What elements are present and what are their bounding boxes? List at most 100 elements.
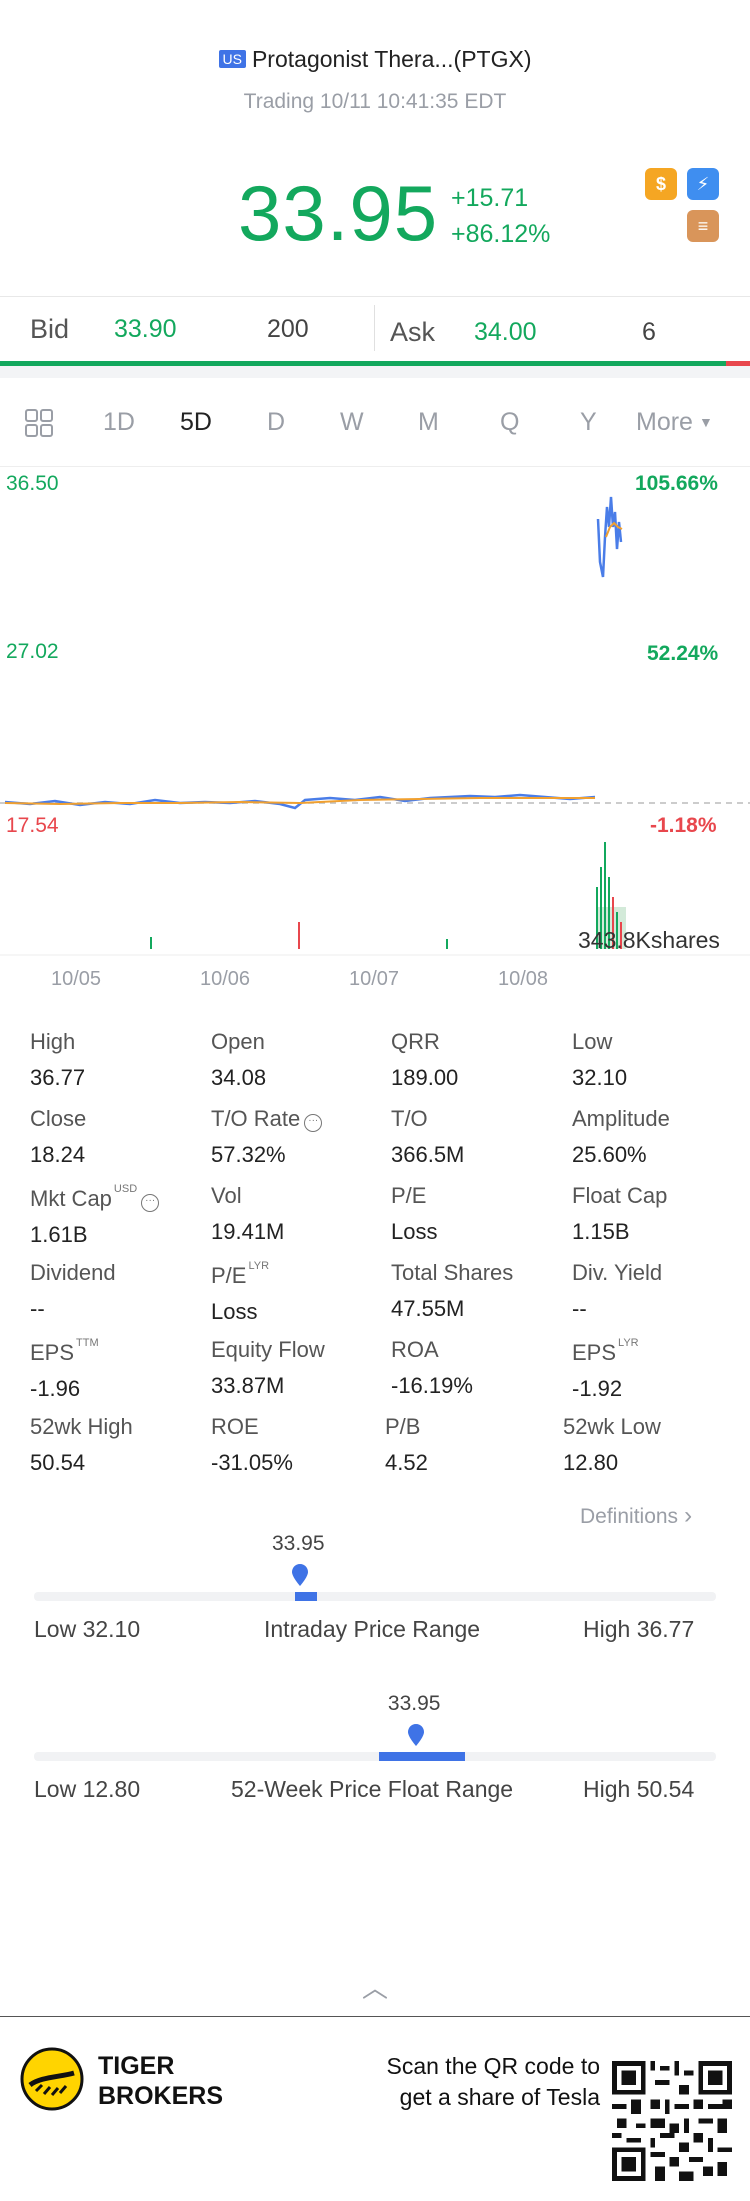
price-line <box>4 793 596 810</box>
intraday-range-title: Intraday Price Range <box>264 1616 481 1642</box>
y-label-left-high: 36.50 <box>6 472 59 495</box>
tab-more[interactable]: More ▼ <box>636 408 713 437</box>
stat-high: High 36.77 <box>30 1029 86 1090</box>
promo-footer: TIGER BROKERS Scan the QR code to get a … <box>0 2017 750 2201</box>
y-label-right-high: 105.66% <box>635 472 718 495</box>
intraday-average-line <box>605 521 623 538</box>
y-label-left-mid: 27.02 <box>6 640 59 663</box>
52week-high: High 50.54 <box>583 1776 695 1802</box>
info-icon[interactable]: ··· <box>304 1114 323 1132</box>
change-percent: +86.12% <box>451 220 551 248</box>
tab-5d[interactable]: 5D <box>180 408 212 436</box>
intraday-price-line <box>596 496 623 578</box>
stat-pb: P/B 4.52 <box>385 1414 428 1475</box>
map-pin-icon <box>407 1724 424 1751</box>
52week-range-fill <box>378 1752 465 1761</box>
stat-52wk-low: 52wk Low 12.80 <box>563 1414 661 1475</box>
stat-volume: Vol 19.41M <box>211 1183 285 1244</box>
stat-pe: P/E Loss <box>391 1183 438 1244</box>
tab-w[interactable]: W <box>340 408 364 436</box>
qr-code-icon[interactable] <box>612 2061 732 2181</box>
change-amount: +15.71 <box>451 184 529 212</box>
intraday-low: Low 32.10 <box>34 1616 141 1642</box>
lightning-icon[interactable]: ⚡ <box>687 168 719 200</box>
info-icon[interactable]: ··· <box>141 1194 160 1212</box>
chevron-down-icon: ▼ <box>698 414 713 430</box>
date-label: 10/08 <box>498 968 549 990</box>
bid-price: 33.90 <box>114 315 177 343</box>
stat-52wk-high: 52wk High 50.54 <box>30 1414 133 1475</box>
trading-status: Trading 10/11 10:41:35 EDT <box>243 90 507 113</box>
ask-price: 34.00 <box>474 318 537 346</box>
tab-more-label: More <box>636 408 693 436</box>
ask-volume-bar <box>726 361 750 366</box>
brand-line-1: TIGER <box>98 2052 175 2080</box>
price-chart[interactable] <box>0 467 750 957</box>
stock-name: Protagonist Thera...(PTGX) <box>251 46 532 72</box>
stat-float-cap: Float Cap 1.15B <box>572 1183 668 1244</box>
stat-total-shares: Total Shares 47.55M <box>391 1260 514 1321</box>
tab-m[interactable]: M <box>418 408 439 436</box>
stat-equity-flow: Equity Flow 33.87M <box>211 1337 325 1398</box>
stat-close: Close 18.24 <box>30 1106 87 1167</box>
cta-line-1: Scan the QR code to <box>386 2053 600 2079</box>
price-change: +15.71 +86.12% <box>451 180 550 252</box>
52week-current-price: 33.95 <box>387 1692 441 1715</box>
chevron-right-icon: › <box>684 1502 693 1529</box>
date-label: 10/05 <box>51 968 102 990</box>
y-label-right-low: -1.18% <box>650 814 717 837</box>
52week-range-track <box>34 1752 716 1761</box>
tab-d[interactable]: D <box>267 408 286 436</box>
date-label: 10/06 <box>200 968 251 990</box>
intraday-range-fill <box>294 1592 317 1601</box>
dollar-icon[interactable]: $ <box>645 168 677 200</box>
definitions-label: Definitions <box>580 1505 679 1528</box>
volume-bars <box>150 842 626 949</box>
last-price: 33.95 <box>238 169 439 257</box>
bid-label: Bid <box>30 314 70 344</box>
stat-dividend: Dividend -- <box>30 1260 116 1321</box>
intraday-high: High 36.77 <box>583 1616 695 1642</box>
52week-low: Low 12.80 <box>34 1776 141 1802</box>
stat-roa: ROA -16.19% <box>391 1337 473 1398</box>
y-label-left-low: 17.54 <box>6 814 59 837</box>
grid-icon[interactable] <box>24 408 54 438</box>
market-flag-badge: US <box>218 50 246 68</box>
definitions-link[interactable]: Definitions › <box>580 1502 692 1530</box>
ask-size: 6 <box>642 318 656 346</box>
stat-market-cap[interactable]: Mkt Cap USD··· 1.61B <box>30 1183 160 1248</box>
stat-roe: ROE -31.05% <box>211 1414 293 1475</box>
y-label-right-mid: 52.24% <box>647 642 719 665</box>
stat-open: Open 34.08 <box>211 1029 267 1090</box>
stat-turnover: T/O 366.5M <box>391 1106 465 1167</box>
stat-eps-lyr: EPS LYR -1.92 <box>572 1337 639 1401</box>
period-tabs: 1D 5D D W M Q Y More ▼ <box>0 378 750 466</box>
intraday-range-track <box>34 1592 716 1601</box>
tiger-logo-icon <box>20 2047 84 2111</box>
stat-pe-lyr: P/E LYR Loss <box>211 1260 270 1324</box>
chevron-up-icon[interactable]: ︿ <box>362 1973 389 2003</box>
bid-size: 200 <box>267 315 309 343</box>
stat-turnover-rate[interactable]: T/O Rate ··· 57.32% <box>211 1106 323 1168</box>
qr-cta: Scan the QR code to get a share of Tesla <box>380 2051 600 2113</box>
stat-amplitude: Amplitude 25.60% <box>572 1106 670 1167</box>
map-pin-icon <box>291 1564 308 1591</box>
tab-q[interactable]: Q <box>500 408 520 436</box>
brand-line-2: BROKERS <box>98 2082 224 2110</box>
bid-volume-bar <box>0 361 726 366</box>
tab-1d[interactable]: 1D <box>103 408 135 436</box>
intraday-current-price: 33.95 <box>271 1532 325 1555</box>
average-line <box>4 797 595 806</box>
stock-title: US Protagonist Thera...(PTGX) <box>0 46 750 73</box>
stat-eps-ttm: EPS TTM -1.96 <box>30 1337 99 1401</box>
52week-range-title: 52-Week Price Float Range <box>231 1776 514 1802</box>
stat-div-yield: Div. Yield -- <box>572 1260 663 1321</box>
brand-name: TIGER BROKERS <box>98 2051 223 2111</box>
stat-low: Low 32.10 <box>572 1029 628 1090</box>
stat-qrr: QRR 189.00 <box>391 1029 459 1090</box>
layers-icon[interactable]: ≡ <box>687 210 719 242</box>
volume-label: 343.8Kshares <box>578 927 720 953</box>
tab-y[interactable]: Y <box>580 408 597 436</box>
cta-line-2: get a share of Tesla <box>399 2084 600 2110</box>
bid-ask-bar: Bid 33.90 200 Ask 34.00 6 <box>0 297 750 361</box>
